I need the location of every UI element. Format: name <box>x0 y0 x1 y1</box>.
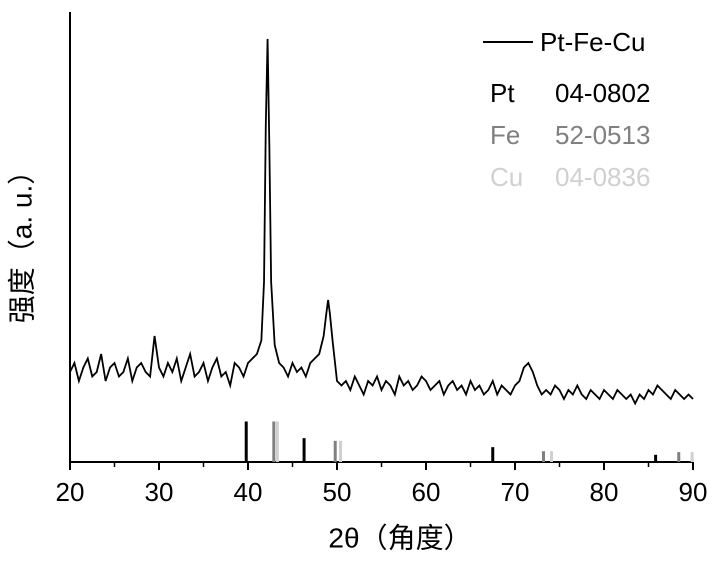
legend-ref-name: Cu <box>490 162 523 192</box>
x-axis-label: 2θ（角度） <box>328 522 471 553</box>
x-tick-label: 40 <box>234 477 263 507</box>
y-axis-label: 强度（a. u.） <box>6 157 37 323</box>
legend-ref-card: 04-0802 <box>555 78 650 108</box>
x-tick-label: 80 <box>590 477 619 507</box>
legend-ref-name: Fe <box>490 120 520 150</box>
x-tick-label: 30 <box>145 477 174 507</box>
chart: 2θ（角度） 强度（a. u.） 20 30 40 50 60 70 80 90 Pt-Fe-C… <box>0 0 717 566</box>
x-tick-label: 90 <box>679 477 708 507</box>
legend-ref-card: 04-0836 <box>555 162 650 192</box>
legend-ref-card: 52-0513 <box>555 120 650 150</box>
x-tick-label: 70 <box>501 477 530 507</box>
x-tick-label: 50 <box>323 477 352 507</box>
x-tick-label: 60 <box>412 477 441 507</box>
x-tick-label: 20 <box>56 477 85 507</box>
legend-label: Pt-Fe-Cu <box>540 27 645 57</box>
legend-ref-name: Pt <box>490 78 515 108</box>
